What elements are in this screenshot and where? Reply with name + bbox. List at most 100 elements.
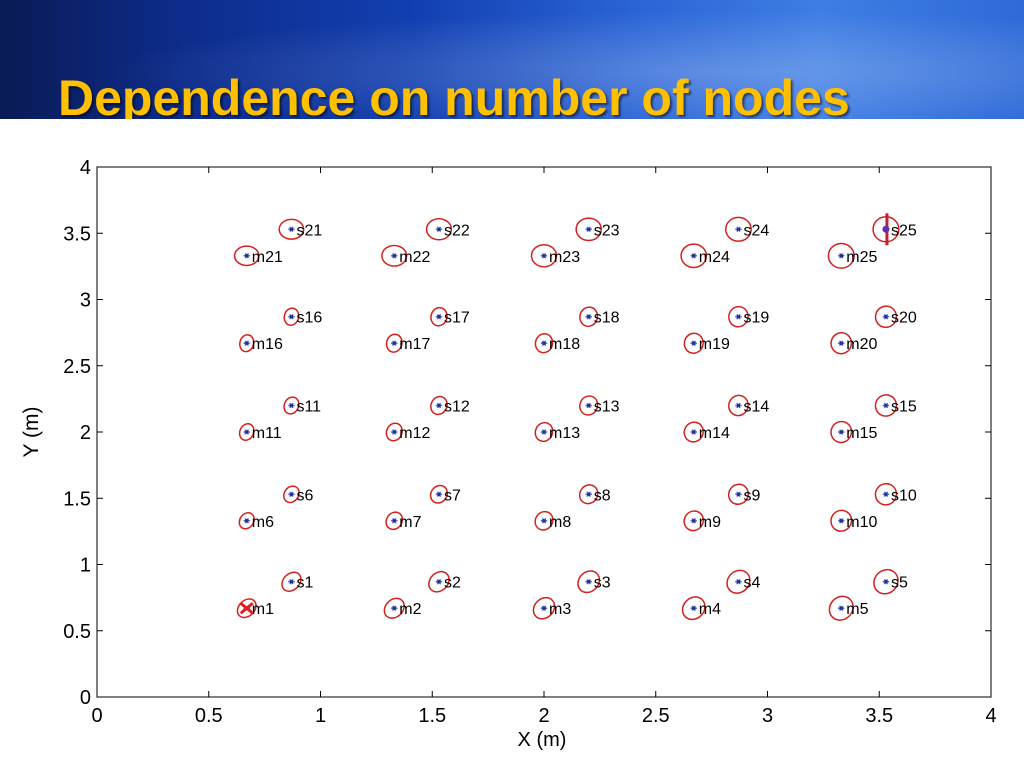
beacon-estimate-point [540,519,543,522]
sensor-estimate-point [590,315,593,318]
sensor-point [586,314,591,319]
beacon-label: m14 [699,425,730,442]
sensor-estimate-point [435,404,438,407]
beacon-estimate-point [695,519,698,522]
sensor-estimate-point [740,404,742,407]
beacon-point [839,606,844,611]
x-tick-label: 1.5 [418,705,446,727]
sensor-estimate-point [887,580,890,583]
sensor-label: s2 [444,575,461,592]
beacon-point [691,341,696,346]
sensor-uncertainty-ellipse [430,306,448,327]
sensor-estimate-point [882,580,885,583]
sensor-point [437,314,441,319]
title-banner: Dependence on number of nodes [0,0,1024,119]
beacon-estimate-point [248,431,251,433]
beacon-uncertainty-ellipse [381,244,408,267]
sensor-point [736,314,741,319]
beacon-label: m11 [252,425,282,442]
beacon-estimate-point [837,519,840,522]
beacon-point [244,253,249,258]
sensor-label: s19 [743,310,769,327]
beacon-uncertainty-ellipse [830,331,853,355]
sensor-estimate-point [288,493,290,496]
beacon-uncertainty-ellipse [385,333,403,353]
beacon-uncertainty-ellipse [233,245,260,267]
beacon-label: m18 [549,336,580,353]
beacon-uncertainty-ellipse [238,423,255,441]
beacon-estimate-point [390,607,393,610]
sensor-uncertainty-ellipse [575,217,603,242]
y-tick-label: 1.5 [63,488,91,510]
sensor-point [289,579,294,584]
beacon-uncertainty-ellipse [828,595,854,621]
beacon-estimate-point [695,254,698,257]
sensor-estimate-point [887,315,890,318]
y-tick-label: 3.5 [63,223,91,245]
sensor-uncertainty-ellipse [874,482,898,506]
beacon-point [244,518,249,523]
sensor-point [884,314,888,319]
beacon-estimate-point [690,342,693,345]
beacon-estimate-point [545,342,548,345]
beacon-uncertainty-ellipse [827,242,855,269]
x-tick-label: 2 [538,705,549,727]
sensor-point [586,403,591,408]
beacon-uncertainty-ellipse [532,596,556,620]
sensor-estimate-point [882,315,885,318]
sensor-uncertainty-ellipse [283,485,300,504]
beacon-label: m23 [549,249,580,266]
beacon-uncertainty-ellipse [385,422,403,442]
beacon-estimate-point [390,519,393,522]
beacon-label: m21 [252,249,283,266]
sensor-estimate-point [288,404,290,407]
beacon-uncertainty-ellipse [681,596,706,621]
y-axis-label: Y (m) [20,407,43,458]
scatter-chart: 0 0.5 1 1.5 2 2.5 3 3.5 4 0 0.5 1 1.5 2 2.5 3 3.5 4 m1 m2 m… [20,157,997,751]
sensor-estimate-point [288,315,290,318]
beacon-estimate-point [695,342,698,345]
sensor-point [289,227,294,232]
y-tick-label: 3 [80,290,91,312]
sensor-label: s13 [594,399,620,416]
sensor-label: s14 [743,399,769,416]
sensor-estimate-point [585,404,588,407]
beacon-uncertainty-ellipse [830,509,853,532]
beacon-label: m9 [699,514,721,531]
beacon-estimate-point [837,607,840,610]
beacon-uncertainty-ellipse [683,421,704,443]
beacon-label: m25 [846,249,877,266]
beacon-estimate-point [545,607,548,610]
sensor-uncertainty-ellipse [726,569,751,594]
sensor-label: s22 [444,222,470,239]
sensor-uncertainty-ellipse [283,396,300,415]
sensor-uncertainty-ellipse [874,394,898,417]
y-tick-label: 2.5 [63,356,91,378]
sensor-estimate-point [293,228,295,231]
beacon-point [691,253,696,258]
beacon-estimate-point [248,254,251,257]
beacon-uncertainty-ellipse [534,333,554,354]
sensor-estimate-point [440,315,443,318]
beacon-estimate-point [540,607,543,610]
sensor-label: s8 [594,487,611,504]
sensor-label: s24 [743,222,769,239]
x-axis-label: X (m) [518,729,567,751]
sensor-point [736,403,741,408]
sensor-point [586,492,591,497]
beacon-label: m6 [252,514,274,531]
beacon-estimate-point [248,342,251,345]
beacon-label: m22 [399,249,430,266]
sensor-label: s6 [296,487,313,504]
sensor-uncertainty-ellipse [728,305,749,328]
sensor-estimate-point [735,580,737,583]
beacon-estimate-point [545,431,548,433]
beacon-label: m3 [549,601,571,618]
beacon-label: m13 [549,425,580,442]
beacon-point [392,341,397,346]
sensor-label: s5 [891,575,908,592]
beacon-estimate-point [540,254,543,257]
beacon-label: m12 [399,425,430,442]
sensor-estimate-point [882,493,885,496]
beacon-label: m1 [252,601,274,618]
